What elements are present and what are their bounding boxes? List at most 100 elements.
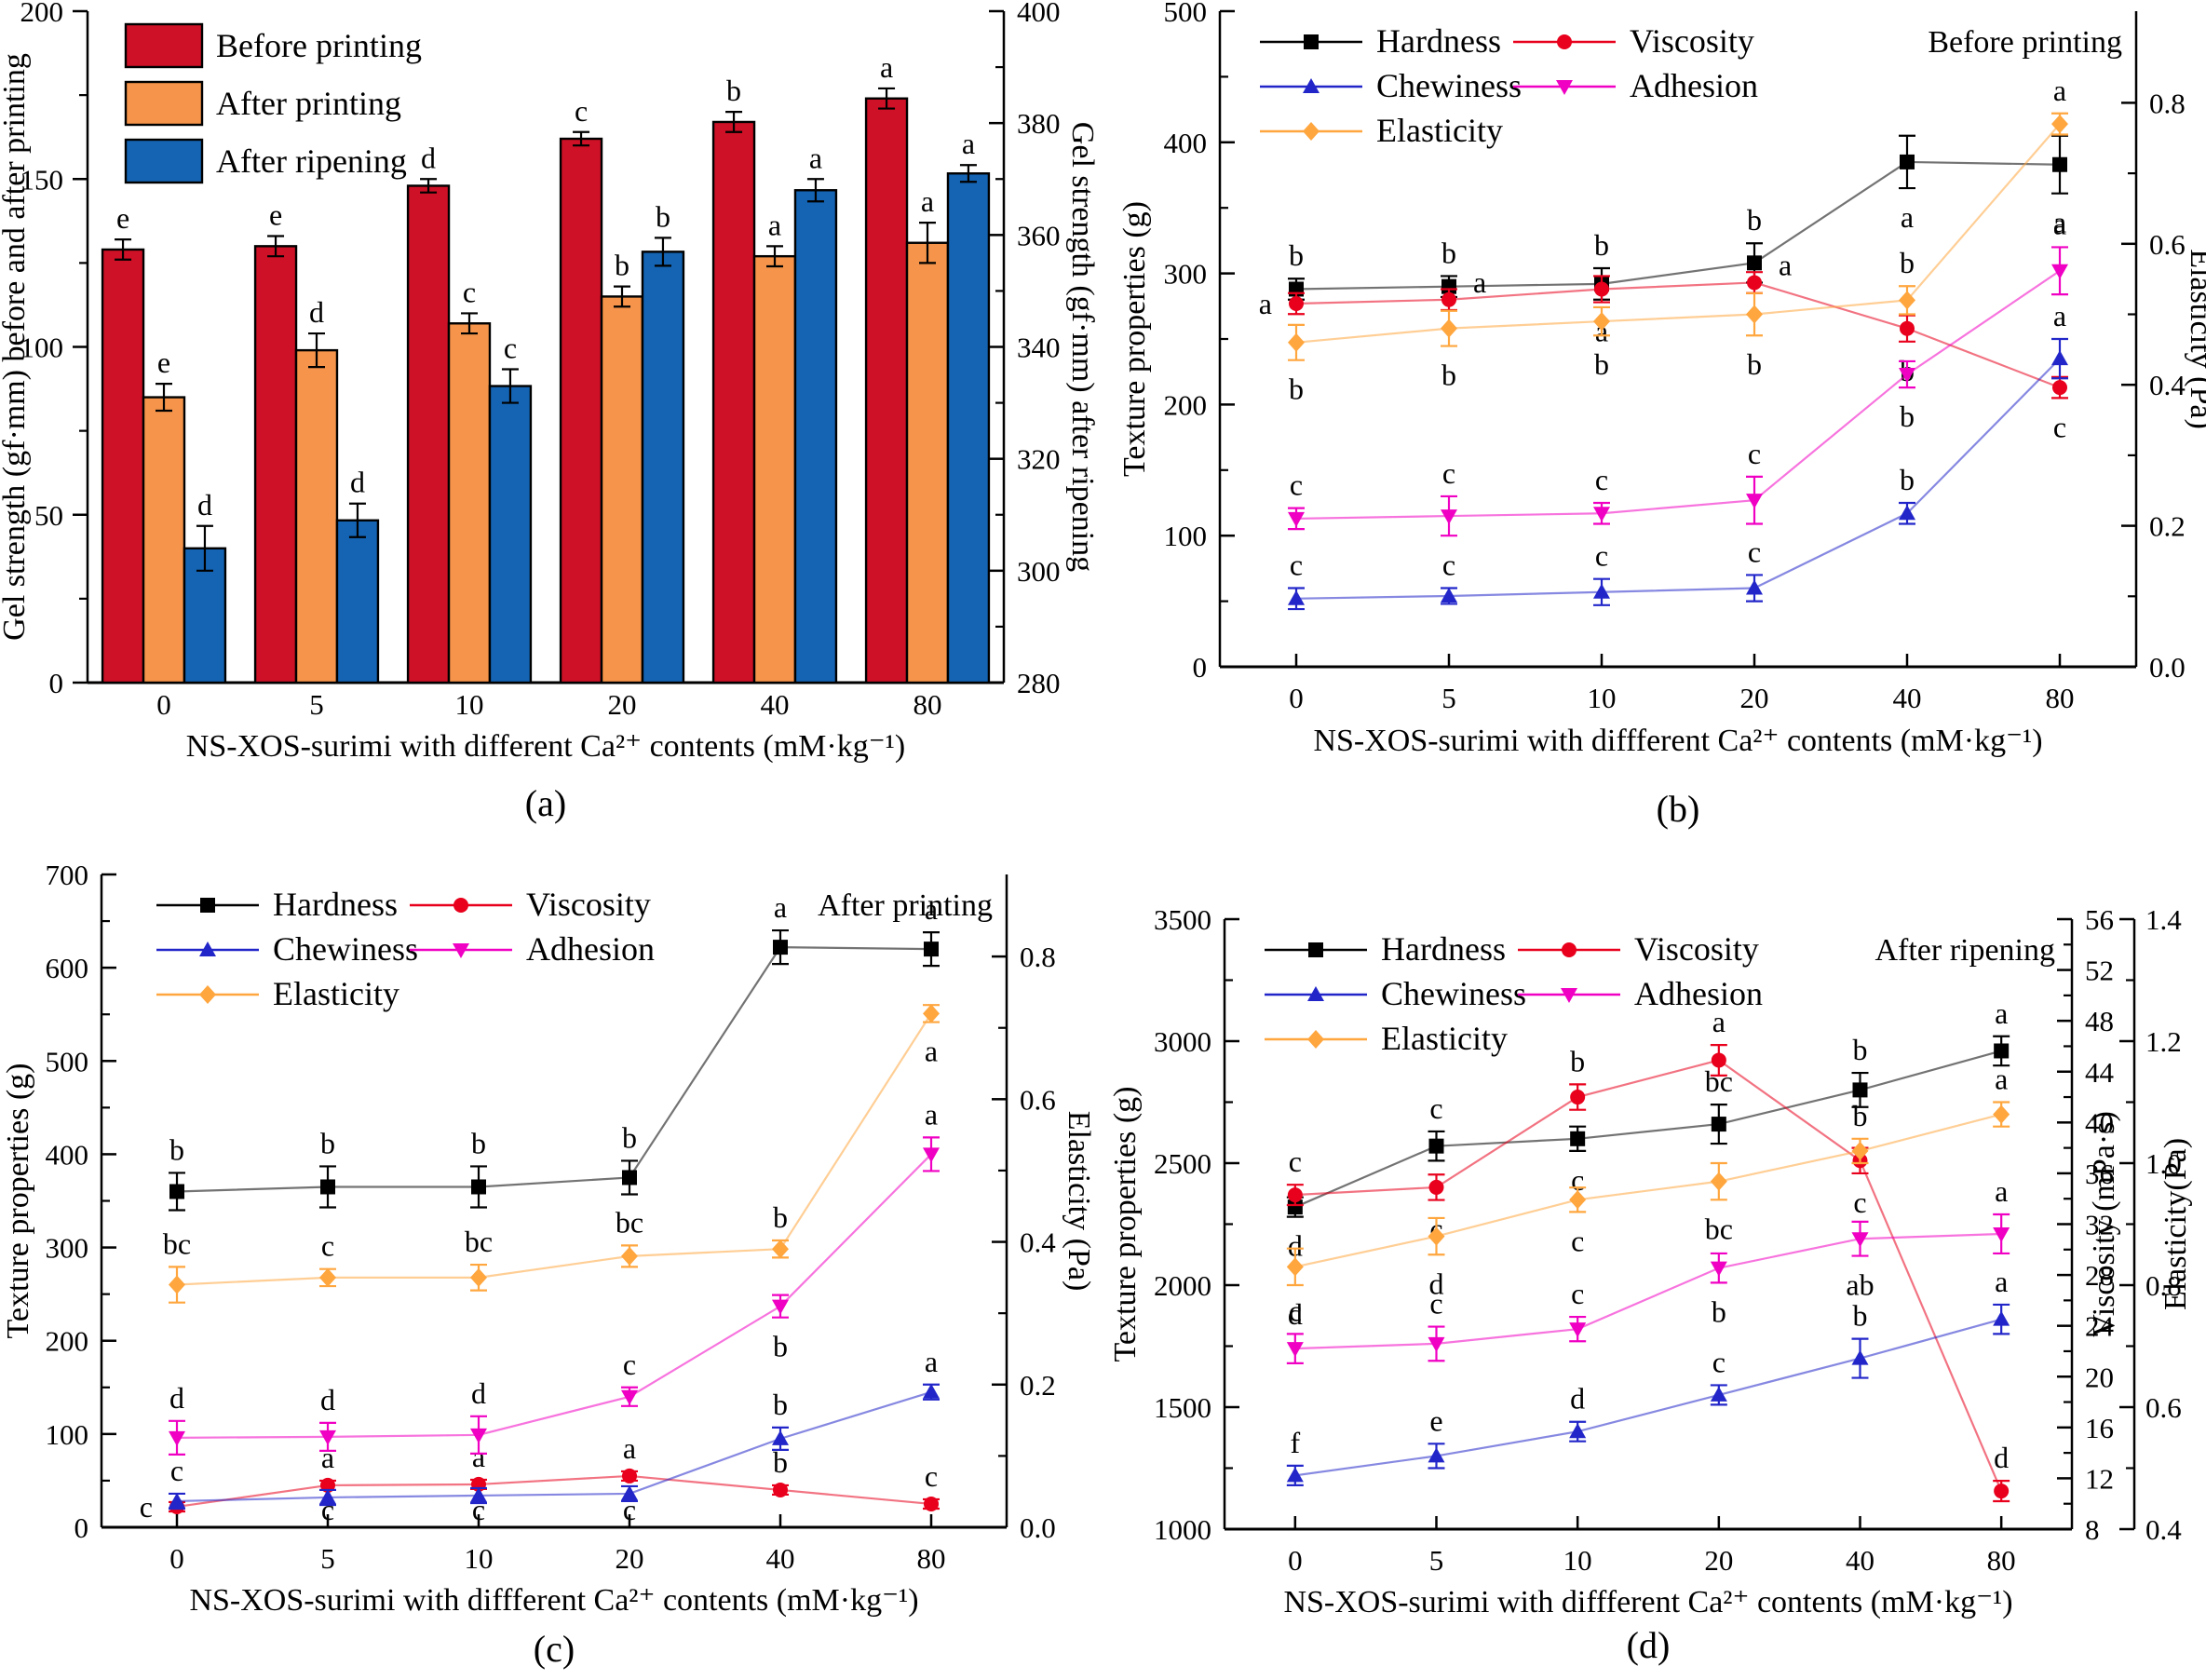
panel-c-after-printing-line-chart: 0 100 200 300 400 500 600 700 0.0 0.2 0.4 0.6 0.8 0 5 1… <box>1 859 1096 1670</box>
svg-text:20: 20 <box>616 1542 644 1575</box>
svg-text:a: a <box>1473 265 1486 299</box>
legend: Hardness Chewiness Elasticity Viscosity Adhe… <box>1260 22 1758 149</box>
svg-text:500: 500 <box>46 1045 89 1077</box>
svg-text:a: a <box>774 890 787 924</box>
svg-text:c: c <box>1853 1185 1866 1219</box>
svg-text:80: 80 <box>1987 1544 2016 1577</box>
svg-text:50: 50 <box>34 499 63 532</box>
svg-text:Viscosity (mPa·s): Viscosity (mPa·s) <box>2087 1111 2121 1337</box>
svg-text:10: 10 <box>455 688 484 721</box>
svg-text:Texture properties (g): Texture properties (g) <box>1117 201 1152 477</box>
axis-titles: NS-XOS-surimi with diffferent Ca²⁺ conte… <box>1 888 1096 1670</box>
svg-text:b: b <box>1853 1299 1868 1333</box>
svg-text:0.4: 0.4 <box>1020 1226 1056 1259</box>
svg-text:0: 0 <box>74 1511 89 1544</box>
svg-text:340: 340 <box>1017 332 1061 364</box>
svg-text:100: 100 <box>46 1418 89 1451</box>
svg-text:700: 700 <box>46 859 89 891</box>
svg-text:1500: 1500 <box>1154 1391 1211 1424</box>
axes: 0 50 100 150 200 280 300 320 340 360 380 400 0 5 10 20 4… <box>20 0 1061 721</box>
svg-text:b: b <box>1712 1294 1726 1328</box>
legend-swatch-before-printing <box>124 22 204 69</box>
svg-text:a: a <box>2053 74 2066 107</box>
svg-text:b: b <box>1747 203 1762 237</box>
svg-text:Texture properties (g): Texture properties (g) <box>1 1064 35 1339</box>
series-viscosity: ca a a b c <box>140 1431 940 1524</box>
svg-text:a: a <box>2053 207 2066 240</box>
legend-swatch-after-printing <box>124 80 204 127</box>
svg-text:40: 40 <box>761 688 790 721</box>
svg-text:500: 500 <box>1164 0 1208 28</box>
svg-text:c: c <box>623 1348 636 1381</box>
svg-text:e: e <box>1429 1403 1442 1437</box>
svg-text:Adhesion: Adhesion <box>1634 975 1763 1012</box>
axis-titles: NS-XOS-surimi with diffferent Ca²⁺ conte… <box>1117 25 2206 830</box>
svg-text:a: a <box>2053 299 2066 332</box>
svg-text:f: f <box>1291 1426 1301 1459</box>
svg-text:8: 8 <box>2085 1513 2100 1546</box>
svg-text:(c): (c) <box>534 1628 575 1670</box>
svg-text:b: b <box>169 1132 184 1166</box>
svg-text:0.2: 0.2 <box>2149 510 2186 543</box>
svg-text:80: 80 <box>917 1542 946 1575</box>
svg-text:c: c <box>1595 463 1608 496</box>
svg-text:a: a <box>1712 1005 1726 1038</box>
svg-text:Elasticity: Elasticity <box>273 975 399 1012</box>
svg-text:0.0: 0.0 <box>1020 1511 1056 1544</box>
svg-text:b: b <box>1900 246 1915 279</box>
svg-text:a: a <box>1995 1174 2008 1208</box>
svg-text:36: 36 <box>2085 1158 2114 1190</box>
svg-text:d: d <box>197 488 212 522</box>
svg-text:a: a <box>1901 200 1914 234</box>
svg-text:c: c <box>1442 456 1455 490</box>
svg-text:0.8: 0.8 <box>1020 941 1056 973</box>
svg-text:24: 24 <box>2085 1310 2115 1343</box>
svg-text:(b): (b) <box>1657 788 1700 830</box>
svg-text:a: a <box>1995 1265 2008 1298</box>
svg-text:100: 100 <box>20 332 64 364</box>
svg-text:2500: 2500 <box>1154 1147 1211 1180</box>
svg-text:Hardness: Hardness <box>1381 930 1506 968</box>
svg-text:bc: bc <box>616 1205 643 1239</box>
svg-text:80: 80 <box>2046 682 2075 714</box>
svg-text:c: c <box>472 1493 485 1526</box>
svg-text:b: b <box>471 1126 486 1159</box>
svg-text:b: b <box>656 199 670 233</box>
svg-text:d: d <box>1288 1229 1303 1263</box>
svg-text:d: d <box>471 1376 486 1410</box>
svg-text:d: d <box>309 295 324 329</box>
svg-text:b: b <box>1900 463 1915 496</box>
svg-text:NS-XOS-surimi with diffferent: NS-XOS-surimi with diffferent Ca²⁺ conte… <box>1313 724 2042 758</box>
svg-text:80: 80 <box>914 688 942 721</box>
legend: Hardness Chewiness Elasticity Viscosity Adhe… <box>156 886 655 1012</box>
svg-text:Hardness: Hardness <box>1376 22 1501 60</box>
svg-text:5: 5 <box>309 688 324 721</box>
series-viscosity: a a a a b c <box>1259 248 2068 443</box>
svg-text:Viscosity: Viscosity <box>1634 930 1759 968</box>
svg-text:b: b <box>773 1445 788 1479</box>
svg-text:Adhesion: Adhesion <box>1630 67 1758 104</box>
svg-text:20: 20 <box>1704 1544 1733 1577</box>
svg-text:a: a <box>809 141 822 174</box>
panel-a-gel-strength-bar-chart: 0 50 100 150 200 280 300 320 340 360 380 400 0 5 10 20 4… <box>0 0 1100 824</box>
svg-text:b: b <box>1853 1099 1868 1132</box>
svg-text:3000: 3000 <box>1154 1025 1211 1058</box>
svg-text:After ripening: After ripening <box>1874 933 2055 968</box>
series-elasticity: bc c bc bc b a <box>163 1004 940 1304</box>
svg-text:10: 10 <box>465 1542 494 1575</box>
svg-text:e: e <box>116 201 129 235</box>
svg-text:Chewiness: Chewiness <box>1376 67 1522 104</box>
series-chewiness: c c c c b a <box>169 1345 940 1526</box>
series-elasticity: b b b bba <box>1288 74 2068 406</box>
svg-text:e: e <box>157 345 170 379</box>
svg-text:b: b <box>615 249 629 282</box>
svg-text:a: a <box>2053 206 2066 239</box>
svg-text:40: 40 <box>2085 1106 2114 1139</box>
svg-text:b: b <box>1570 1044 1585 1077</box>
svg-text:40: 40 <box>1893 682 1922 714</box>
svg-text:52: 52 <box>2085 955 2114 987</box>
axis-titles: NS-XOS-surimi with diffferent Ca²⁺ conte… <box>1108 933 2193 1666</box>
svg-text:c: c <box>1429 1091 1442 1125</box>
svg-text:0: 0 <box>49 667 64 699</box>
